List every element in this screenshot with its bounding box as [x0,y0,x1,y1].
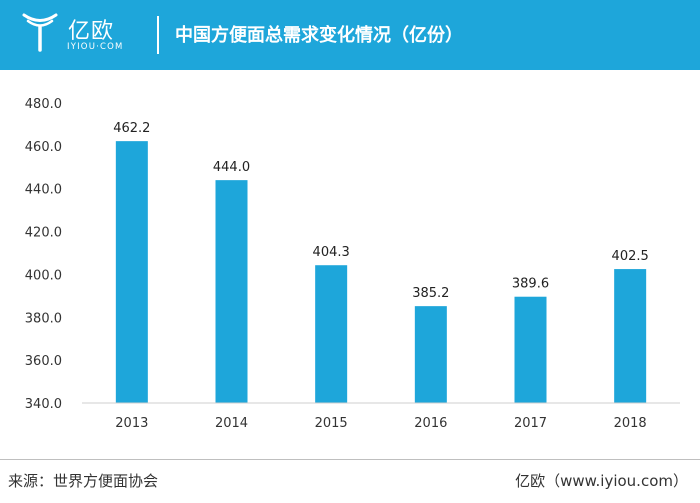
bar-2017 [514,296,547,403]
data-label: 389.6 [512,277,549,292]
bar-2015 [315,265,348,403]
y-tick-label: 480.0 [25,97,62,112]
footer: 来源：世界方便面协会 亿欧（www.iyiou.com） [0,459,700,503]
y-tick-label: 400.0 [25,268,62,283]
bar-2018 [614,269,647,403]
y-tick-label: 440.0 [25,183,62,198]
x-tick-label: 2015 [315,416,348,431]
bar-2013 [115,141,148,403]
iyiou-logo-icon [22,13,58,52]
y-tick-label: 460.0 [25,140,62,155]
y-tick-label: 420.0 [25,226,62,241]
header-banner: 亿欧 IYIOU·COM 中国方便面总需求变化情况（亿份） [0,0,700,70]
bar-2016 [414,306,447,403]
y-tick-label: 380.0 [25,311,62,326]
x-tick-label: 2013 [115,416,148,431]
chart-title: 中国方便面总需求变化情况（亿份） [175,25,463,46]
y-tick-label: 340.0 [25,397,62,412]
source-note: 来源：世界方便面协会 [8,472,159,490]
data-label: 444.0 [213,160,250,175]
data-label: 462.2 [113,121,150,136]
y-tick-label: 360.0 [25,354,62,369]
bar-chart: 340.0 360.0 380.0 400.0 420.0 440.0 460.0 480.0… [25,97,680,431]
x-tick-label: 2018 [614,416,647,431]
bar-2014 [215,180,248,403]
credit-note: 亿欧（www.iyiou.com） [515,472,688,490]
data-label: 402.5 [612,249,649,264]
logo-text: 亿欧 [68,19,115,44]
logo-subtext: IYIOU·COM [67,42,124,52]
x-tick-label: 2017 [514,416,547,431]
header-divider [157,16,159,54]
x-tick-label: 2014 [215,416,248,431]
data-label: 385.2 [412,286,449,301]
x-tick-label: 2016 [414,416,447,431]
data-label: 404.3 [313,245,350,260]
